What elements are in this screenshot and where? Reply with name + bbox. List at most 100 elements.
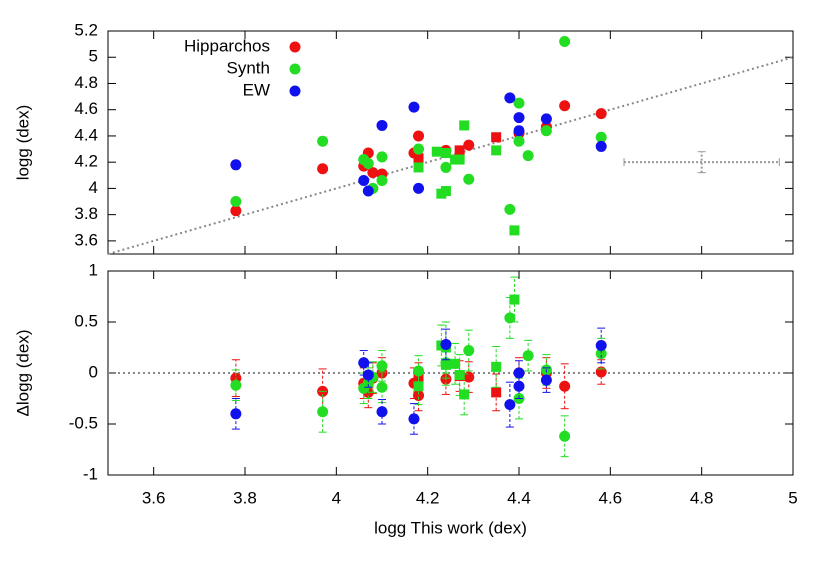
point <box>413 182 425 194</box>
y-tick-label: 4.8 <box>74 73 98 92</box>
point <box>513 135 525 147</box>
point <box>513 97 525 109</box>
point <box>595 339 607 351</box>
square-point <box>450 358 461 369</box>
square-point <box>440 359 451 370</box>
point <box>376 151 388 163</box>
square-point <box>413 381 424 392</box>
point <box>440 161 452 173</box>
point <box>559 100 571 112</box>
point <box>413 143 425 155</box>
x-tick-label: 4.2 <box>416 488 440 507</box>
point <box>376 360 388 372</box>
point <box>522 150 534 162</box>
point <box>376 175 388 187</box>
point <box>595 108 607 120</box>
legend-label: Hipparchos <box>184 36 270 55</box>
square-point <box>491 132 502 143</box>
y-tick-label: 0.5 <box>74 311 98 330</box>
point <box>317 406 329 418</box>
x-tick-label: 4.4 <box>507 488 531 507</box>
x-tick-label: 4.6 <box>599 488 623 507</box>
point <box>595 131 607 143</box>
point <box>522 350 534 362</box>
point <box>440 338 452 350</box>
point <box>413 130 425 142</box>
square-point <box>413 162 424 173</box>
point <box>413 365 425 377</box>
point <box>408 413 420 425</box>
point <box>317 135 329 147</box>
point <box>559 380 571 392</box>
y-tick-label: -0.5 <box>69 413 98 432</box>
y-tick-label: 4 <box>89 178 98 197</box>
x-tick-label: 4.8 <box>690 488 714 507</box>
y-tick-label: 5.2 <box>74 20 98 39</box>
point <box>463 371 475 383</box>
point <box>230 205 242 217</box>
y-axis-label: Δlogg (dex) <box>13 330 32 417</box>
point <box>540 125 552 137</box>
plot-frame <box>107 270 794 476</box>
legend-label: Synth <box>227 58 270 77</box>
point <box>504 312 516 324</box>
point <box>513 380 525 392</box>
plot-frame <box>107 30 794 255</box>
point <box>367 167 379 179</box>
point <box>413 389 425 401</box>
point <box>504 399 516 411</box>
point <box>230 379 242 391</box>
legend-marker <box>289 41 301 53</box>
square-point <box>440 147 451 158</box>
legend-marker <box>289 85 301 97</box>
x-tick-label: 3.6 <box>142 488 166 507</box>
y-tick-label: 4.6 <box>74 99 98 118</box>
point <box>376 119 388 131</box>
square-point <box>459 389 470 400</box>
point <box>362 157 374 169</box>
point <box>230 408 242 420</box>
y-tick-label: 4.4 <box>74 125 98 144</box>
point <box>408 101 420 113</box>
point <box>358 175 370 187</box>
point <box>504 203 516 215</box>
square-point <box>454 154 465 165</box>
point <box>540 374 552 386</box>
square-point <box>509 294 520 305</box>
y-tick-label: 4.2 <box>74 152 98 171</box>
point <box>559 35 571 47</box>
point <box>504 92 516 104</box>
square-point <box>491 387 502 398</box>
point <box>317 163 329 175</box>
square-point <box>413 153 424 164</box>
square-point <box>454 145 465 156</box>
point <box>362 185 374 197</box>
point <box>513 367 525 379</box>
legend-marker <box>289 63 301 75</box>
x-tick-label: 4 <box>332 488 341 507</box>
x-axis-label: logg This work (dex) <box>374 518 527 537</box>
point <box>463 139 475 151</box>
y-tick-label: 0 <box>89 362 98 381</box>
square-point <box>491 361 502 372</box>
point <box>358 357 370 369</box>
x-tick-label: 5 <box>788 488 797 507</box>
point <box>513 125 525 137</box>
square-point <box>440 186 451 197</box>
y-axis-label: logg (dex) <box>13 105 32 181</box>
square-point <box>431 146 442 157</box>
point <box>376 381 388 393</box>
y-tick-label: 3.6 <box>74 230 98 249</box>
point <box>595 348 607 360</box>
point <box>362 369 374 381</box>
point <box>230 159 242 171</box>
point <box>463 345 475 357</box>
y-tick-label: 5 <box>89 47 98 66</box>
legend-label: EW <box>243 80 270 99</box>
square-point <box>459 120 470 131</box>
point <box>230 196 242 208</box>
square-point <box>491 145 502 156</box>
point <box>463 173 475 185</box>
